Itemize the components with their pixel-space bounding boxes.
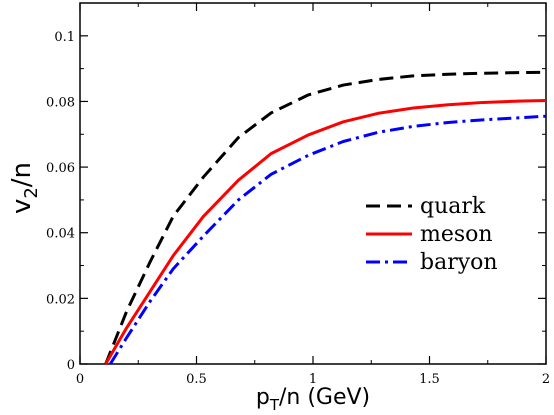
- x-tick-label: 1: [309, 372, 317, 387]
- x-axis-label: pT/n (GeV): [256, 385, 370, 414]
- x-tick-label: 0.5: [186, 372, 207, 387]
- y-tick-label: 0.04: [46, 227, 75, 242]
- y-tick-label: 0: [67, 358, 75, 373]
- legend-label-meson: meson: [420, 222, 493, 247]
- y-axis-label-main: v: [7, 199, 37, 214]
- y-tick-label: 0.06: [46, 161, 75, 176]
- x-tick-label: 0: [76, 372, 84, 387]
- y-axis-label-rest: /n: [7, 162, 37, 187]
- x-tick-label: 2: [542, 372, 550, 387]
- x-axis-label-main: p: [256, 385, 270, 410]
- plot-frame: [79, 2, 547, 365]
- series-line-quark: [104, 70, 547, 365]
- y-axis-label: v2/n: [7, 162, 42, 214]
- legend-label-baryon: baryon: [420, 250, 498, 275]
- y-tick-label: 0.02: [46, 292, 75, 307]
- x-axis-label-rest: /n (GeV): [279, 385, 370, 410]
- series-lines: [104, 70, 547, 365]
- legend: quark meson baryon: [366, 194, 498, 275]
- x-tick-label: 1.5: [419, 372, 440, 387]
- y-tick-label: 0.1: [54, 30, 75, 45]
- legend-label-quark: quark: [420, 194, 486, 219]
- series-line-baryon: [109, 114, 547, 365]
- series-line-meson: [104, 98, 547, 365]
- axis-ticks: 0 0.5 1 1.5 2 0 0.02 0.04 0.06 0.08 0.1: [46, 3, 550, 387]
- x-axis-label-sub: T: [269, 396, 280, 414]
- y-axis-label-sub: 2: [21, 187, 42, 198]
- plot-area: [79, 2, 547, 365]
- y-tick-label: 0.08: [46, 95, 75, 110]
